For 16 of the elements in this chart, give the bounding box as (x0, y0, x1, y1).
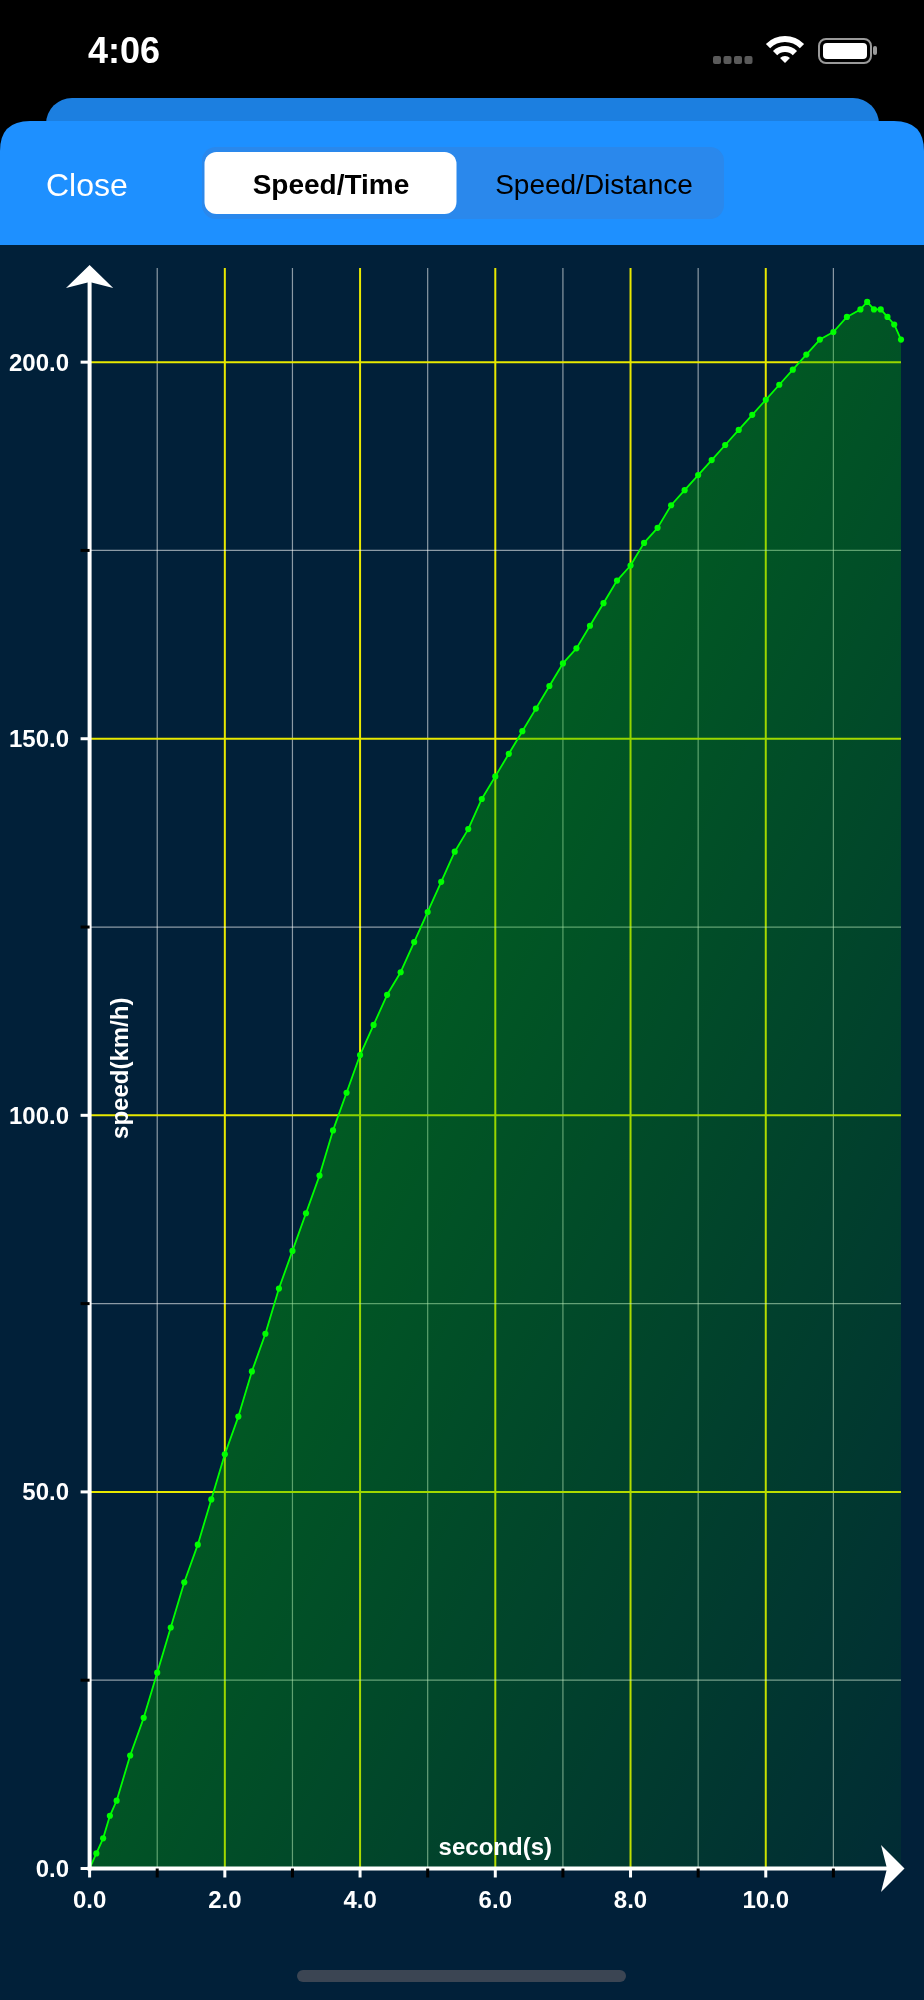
y-tick-label: 150.0 (8, 725, 69, 753)
x-tick-label: 2.0 (208, 1885, 242, 1913)
text: Speed/Distance (495, 169, 693, 200)
x-tick-label: 8.0 (613, 1885, 648, 1913)
y-tick-label: 200.0 (8, 348, 69, 376)
y-axis-title: speed(km/h) (106, 997, 133, 1139)
x-tick-label: 0.0 (72, 1885, 107, 1913)
y-tick-label: 50.0 (22, 1478, 69, 1506)
y-tick-label: 0.0 (35, 1854, 69, 1882)
text: Speed/Time (252, 169, 410, 200)
text: 4:06 (88, 30, 161, 71)
y-tick-label: 100.0 (8, 1101, 69, 1129)
text: Close (46, 167, 128, 203)
x-tick-label: 6.0 (478, 1885, 512, 1913)
x-tick-label: 4.0 (343, 1885, 377, 1913)
x-tick-label: 10.0 (742, 1885, 790, 1913)
